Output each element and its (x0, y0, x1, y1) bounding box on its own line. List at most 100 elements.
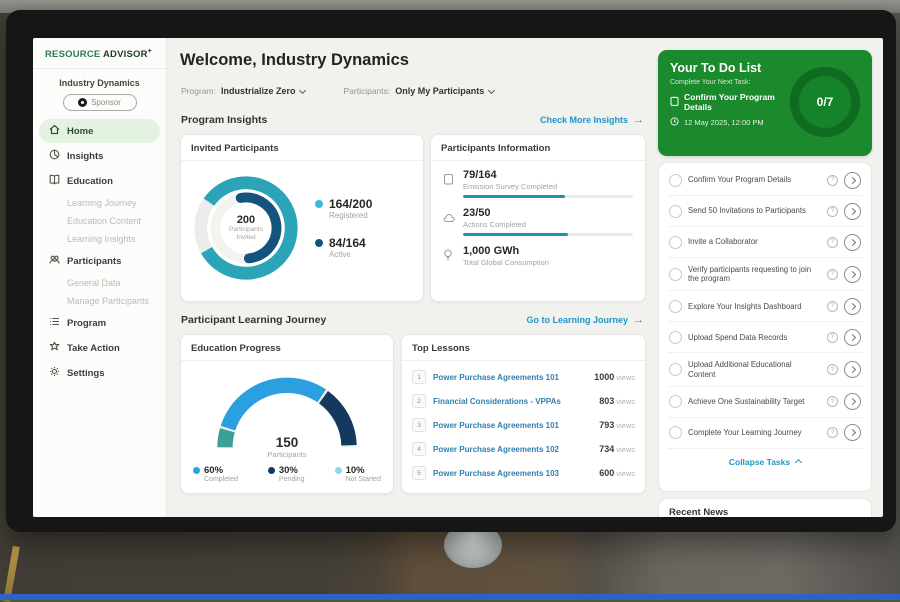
info-icon[interactable]: ? (827, 300, 838, 312)
legend-value: 84/164 (329, 236, 366, 250)
clipboard-icon (670, 96, 679, 108)
legend-dot (193, 467, 200, 474)
top-lessons-card: Top Lessons 1 Power Purchase Agreements … (401, 334, 646, 494)
task-checkbox[interactable] (669, 426, 682, 440)
info-icon[interactable]: ? (827, 331, 838, 343)
sidebar-item-learning-journey[interactable]: Learning Journey (67, 198, 137, 209)
chevron-right-icon (848, 302, 856, 311)
task-open-button[interactable] (844, 297, 861, 315)
todo-title: Your To Do List (670, 61, 762, 75)
chevron-right-icon (848, 366, 856, 374)
metric-label: Total Global Consumption (463, 258, 549, 267)
info-icon[interactable]: ? (827, 205, 838, 217)
sidebar-item-home[interactable]: Home (39, 119, 160, 144)
task-checkbox[interactable] (669, 173, 682, 187)
task-label: Complete Your Learning Journey (688, 428, 802, 438)
task-open-button[interactable] (844, 171, 861, 189)
sidebar-item-participants[interactable]: Participants (39, 249, 160, 273)
sponsor-badge[interactable]: Sponsor (62, 94, 137, 112)
task-open-button[interactable] (844, 424, 861, 442)
sidebar-item-label: Insights (67, 150, 104, 162)
chevron-right-icon (848, 176, 856, 184)
task-checkbox[interactable] (669, 363, 682, 377)
participants-information-body: 79/164 Emission Survey Completed 23/50 A… (431, 161, 645, 284)
program-label: Program: (181, 86, 216, 96)
card-title: Top Lessons (402, 335, 645, 361)
task-label: Achieve One Sustainability Target (688, 397, 805, 407)
sidebar-item-learning-insights[interactable]: Learning Insights (67, 234, 136, 245)
task-checkbox[interactable] (669, 235, 682, 249)
education-gauge-chart: 150 Participants (214, 371, 360, 459)
todo-summary-card: Your To Do List Complete Your Next Task:… (658, 50, 872, 156)
sidebar-item-education[interactable]: Education (39, 169, 160, 193)
sidebar-item-insights[interactable]: Insights (39, 144, 160, 168)
task-row: Achieve One Sustainability Target ? (668, 387, 862, 418)
lesson-row: 2 Financial Considerations - VPPAs 803 vi… (412, 389, 635, 413)
dashboard-screen: RESOURCE ADVISOR+ Industry Dynamics Spon… (33, 38, 883, 517)
lesson-link[interactable]: Power Purchase Agreements 102 (433, 444, 559, 454)
lesson-row: 5 Power Purchase Agreements 103 600 views (412, 461, 635, 485)
task-row: Invite a Collaborator ? (668, 227, 862, 258)
task-label: Upload Spend Data Records (688, 332, 788, 342)
info-icon[interactable]: ? (827, 427, 838, 439)
program-dropdown[interactable]: Program: Industrialize Zero (181, 86, 307, 96)
collapse-tasks-link[interactable]: Collapse Tasks (668, 449, 862, 471)
info-icon[interactable]: ? (827, 364, 838, 376)
chevron-right-icon (848, 429, 856, 437)
sidebar-item-manage-participants[interactable]: Manage Participants (67, 296, 150, 307)
gauge-segment-pending (217, 377, 357, 448)
lesson-rank: 3 (412, 418, 426, 432)
task-open-button[interactable] (844, 361, 861, 379)
todo-task-list: Confirm Your Program Details ? Send 50 I… (658, 162, 872, 492)
task-open-button[interactable] (844, 202, 861, 220)
task-open-button[interactable] (844, 265, 861, 283)
task-open-button[interactable] (844, 328, 861, 346)
task-checkbox[interactable] (669, 267, 682, 281)
lesson-row: 1 Power Purchase Agreements 101 1000 view… (412, 365, 635, 389)
metric-value: 1,000 GWh (463, 245, 520, 257)
task-checkbox[interactable] (669, 395, 682, 409)
task-label: Confirm Your Program Details (688, 175, 792, 185)
go-to-learning-journey-link[interactable]: Go to Learning Journey → (526, 313, 644, 326)
metric-value: 79/164 (463, 169, 497, 181)
participants-dropdown[interactable]: Participants: Only My Participants (343, 86, 496, 96)
info-icon[interactable]: ? (827, 236, 838, 248)
donut-legend: 164/200 Registered 84/164 Active (315, 197, 372, 259)
lesson-link[interactable]: Power Purchase Agreements 101 (433, 372, 559, 382)
info-icon[interactable]: ? (827, 396, 838, 408)
sidebar-item-take-action[interactable]: Take Action (39, 336, 160, 360)
metric-row: 1,000 GWh Total Global Consumption (443, 245, 633, 271)
task-open-button[interactable] (844, 393, 861, 411)
legend-item-not-started: 10% Not Started (334, 465, 381, 483)
legend-value: 164/200 (329, 197, 373, 211)
settings-icon (49, 366, 60, 380)
education-progress-card: Education Progress 150 Participants 60% … (180, 334, 394, 494)
legend-value: 30% (278, 465, 298, 476)
sidebar-item-general-data[interactable]: General Data (67, 278, 121, 289)
task-label: Explore Your Insights Dashboard (688, 301, 802, 311)
insights-icon (49, 149, 60, 163)
legend-label: Active (329, 250, 351, 259)
program-value: Industrialize Zero (220, 86, 296, 96)
arrow-right-icon: → (633, 113, 644, 126)
check-more-insights-link[interactable]: Check More Insights → (540, 113, 644, 126)
sidebar-item-education-content[interactable]: Education Content (67, 216, 142, 227)
task-open-button[interactable] (844, 233, 861, 251)
task-checkbox[interactable] (669, 299, 682, 313)
lesson-link[interactable]: Power Purchase Agreements 103 (433, 468, 559, 478)
lesson-link[interactable]: Power Purchase Agreements 101 (433, 420, 559, 430)
legend-label: Completed (204, 476, 238, 483)
sidebar-item-program[interactable]: Program (39, 311, 160, 335)
arrow-right-icon: → (633, 313, 644, 326)
task-checkbox[interactable] (669, 204, 682, 218)
chevron-down-icon (299, 86, 307, 94)
progress-bar (463, 233, 633, 236)
task-checkbox[interactable] (669, 330, 682, 344)
info-icon[interactable]: ? (827, 174, 838, 186)
sidebar-item-settings[interactable]: Settings (39, 361, 160, 385)
card-title: Participants Information (431, 135, 645, 161)
todo-progress-ring: 0/7 (790, 67, 860, 137)
info-icon[interactable]: ? (827, 268, 838, 280)
lesson-link[interactable]: Financial Considerations - VPPAs (433, 396, 561, 406)
legend-item-active: 84/164 Active (315, 236, 372, 259)
